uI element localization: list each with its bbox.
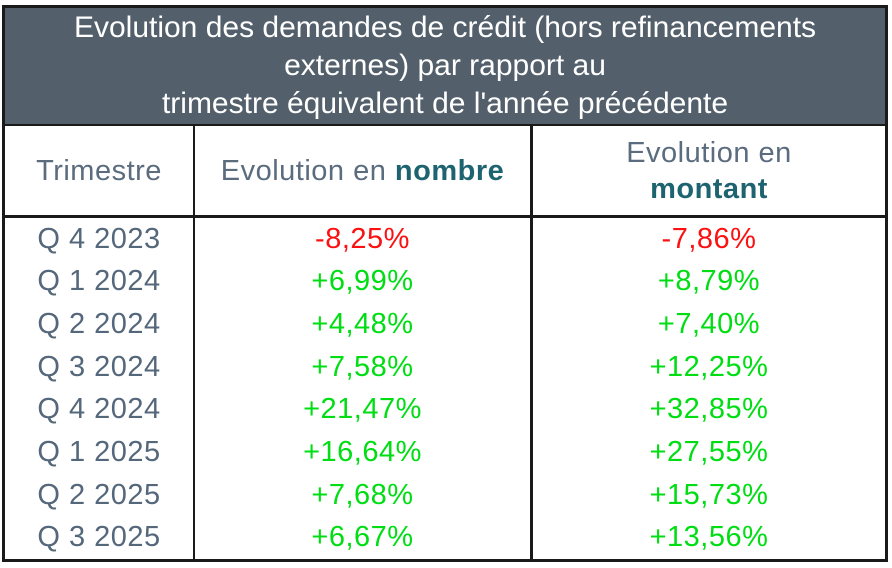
nombre-value: +7,68% [193,473,530,517]
title-band: Evolution des demandes de crédit (hors r… [5,8,885,126]
quarter-label: Q 2 2025 [37,478,161,511]
quarter-label: Q 4 2023 [37,222,161,255]
montant-value: -7,86% [530,218,885,261]
montant-value: +27,55% [530,431,885,474]
montant-value: +15,73% [530,473,885,517]
header-montant-label: Evolution en montant [626,136,792,205]
nombre-value: +7,58% [193,345,530,389]
header-cell-trimestre: Trimestre [5,126,193,215]
header-cell-nombre: Evolution en nombre [193,126,530,215]
quarter-label: Q 3 2024 [37,350,161,383]
quarter-label: Q 3 2025 [37,521,161,554]
title-line-3: trimestre équivalent de l'année précéden… [161,87,729,120]
nombre-value: +6,99% [193,260,530,304]
quarter-label: Q 1 2024 [37,265,161,298]
montant-value: +12,25% [530,345,885,389]
header-trimestre-label: Trimestre [36,154,162,187]
nombre-value: +21,47% [193,388,530,432]
montant-value: +8,79% [530,260,885,304]
montant-value: +7,40% [530,303,885,346]
header-cell-montant: Evolution en montant [530,126,885,215]
table-body: Q 4 2023 -8,25% -7,86% Q 1 2024 +6,99% +… [5,218,885,559]
title-line-2: externes) par rapport au [284,49,606,82]
montant-value: +13,56% [530,516,885,559]
table-header-row: Trimestre Evolution en nombre Evolution … [5,126,885,218]
title-line-1: Evolution des demandes de crédit (hors r… [73,11,817,44]
table-frame: Evolution des demandes de crédit (hors r… [2,5,888,562]
header-nombre-label: Evolution en nombre [220,154,505,187]
nombre-value: -8,25% [193,218,530,261]
quarter-label: Q 1 2025 [37,435,161,468]
nombre-value: +4,48% [193,303,530,346]
montant-value: +32,85% [530,388,885,432]
nombre-value: +6,67% [193,516,530,559]
nombre-value: +16,64% [193,431,530,474]
quarter-label: Q 2 2024 [37,308,161,341]
quarter-label: Q 4 2024 [37,393,161,426]
